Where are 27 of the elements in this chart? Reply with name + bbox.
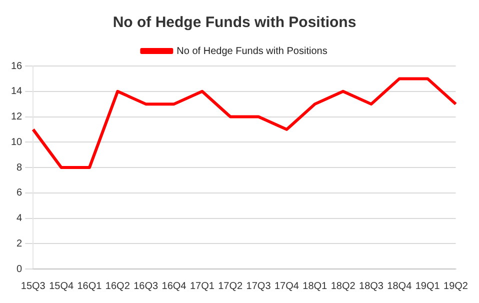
x-tick-label: 15Q4: [49, 280, 74, 292]
y-tick-label: 12: [11, 112, 23, 122]
y-tick-label: 14: [11, 86, 23, 98]
x-tick-label: 17Q4: [274, 280, 300, 292]
y-tick-label: 4: [16, 213, 23, 224]
y-tick-label: 8: [16, 162, 23, 174]
x-tick-label: 18Q1: [302, 280, 328, 292]
legend-label: No of Hedge Funds with Positions: [176, 46, 328, 57]
x-tick-label: 18Q4: [387, 280, 412, 292]
x-tick-label: 16Q4: [162, 280, 187, 292]
x-tick-label: 17Q3: [246, 280, 272, 292]
y-tick-label: 2: [16, 238, 23, 250]
x-tick-label: 18Q2: [330, 280, 356, 292]
y-tick-label: 10: [11, 136, 23, 148]
x-tick-label: 18Q3: [359, 280, 384, 292]
x-tick-label: 19Q1: [415, 280, 440, 292]
x-tick-label: 17Q2: [218, 280, 244, 292]
y-tick-label: 0: [16, 264, 23, 275]
x-tick-label: 16Q1: [77, 280, 102, 292]
x-tick-label: 16Q2: [105, 280, 130, 292]
y-tick-label: 16: [11, 60, 23, 72]
y-tick-label: 6: [16, 188, 23, 199]
x-tick-label: 16Q3: [134, 280, 158, 292]
x-tick-label: 17Q1: [190, 280, 215, 292]
x-tick-label: 15Q3: [20, 280, 46, 292]
x-tick-label: 19Q2: [444, 280, 468, 292]
chart-title: No of Hedge Funds with Positions: [112, 14, 356, 32]
